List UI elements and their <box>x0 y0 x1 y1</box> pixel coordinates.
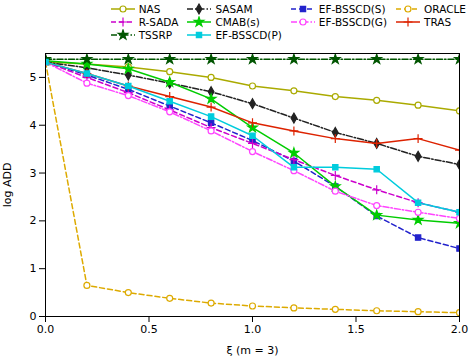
svg-text:ξ (m = 3): ξ (m = 3) <box>226 344 278 357</box>
svg-text:1.0: 1.0 <box>244 323 262 336</box>
svg-text:4: 4 <box>30 119 37 132</box>
svg-text:log ADD: log ADD <box>1 163 14 208</box>
svg-text:3: 3 <box>30 167 37 180</box>
html-text:TRAS: TRAS <box>424 16 452 28</box>
html-text:CMAB(s): CMAB(s) <box>215 16 260 28</box>
html-text:EF-BSSCD(G): EF-BSSCD(G) <box>318 16 387 28</box>
svg-text:2.0: 2.0 <box>451 323 469 336</box>
html-text:EF-BSSCD(S): EF-BSSCD(S) <box>318 3 386 15</box>
svg-text:0: 0 <box>30 310 37 323</box>
svg-text:1: 1 <box>30 262 37 275</box>
svg-text:0.5: 0.5 <box>140 323 158 336</box>
html-text:SASAM: SASAM <box>215 3 253 15</box>
html-text:EF-BSSCD(P): EF-BSSCD(P) <box>215 29 282 41</box>
html-text:R-SADA: R-SADA <box>138 16 179 28</box>
svg-text:0.0: 0.0 <box>37 323 55 336</box>
svg-text:1.5: 1.5 <box>347 323 365 336</box>
html-text:TSSRP: TSSRP <box>138 29 172 41</box>
html-text:NAS: NAS <box>138 3 161 15</box>
svg-text:5: 5 <box>30 71 37 84</box>
svg-text:2: 2 <box>30 214 37 227</box>
html-text:ORACLE: ORACLE <box>424 3 466 15</box>
